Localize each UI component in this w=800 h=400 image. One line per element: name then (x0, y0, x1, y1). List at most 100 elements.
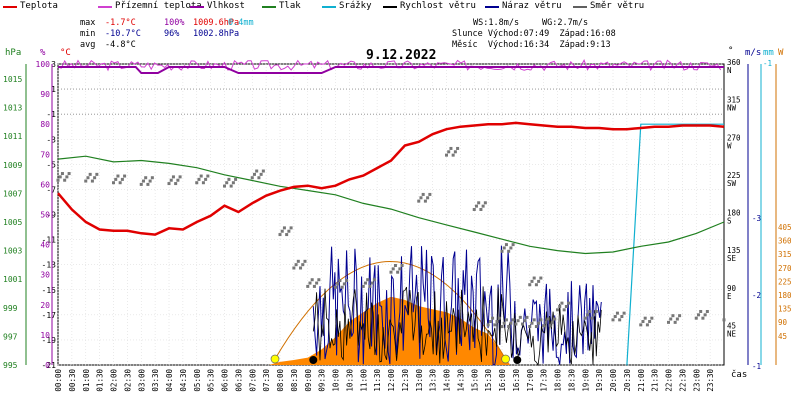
solar-area (268, 296, 511, 365)
w-tick-label: 90 (778, 318, 788, 327)
wind-dir-mark (372, 278, 376, 282)
dir-tick-name: S (727, 217, 732, 226)
wind-dir-mark (528, 283, 532, 287)
hpa-tick-label: 997 (3, 332, 18, 341)
ms-tick-label: -3 (752, 214, 761, 223)
wind-dir-mark (507, 249, 511, 253)
time-tick-label: 05:30 (207, 369, 216, 392)
time-tick-label: 18:00 (554, 369, 563, 392)
sunset-marker (501, 354, 510, 364)
wind-dir-mark (199, 174, 203, 178)
temp-tick-label: -9 (46, 211, 56, 220)
w-tick-label: 405 (778, 223, 792, 232)
wind-dir-mark (334, 285, 337, 289)
legend-label-humidity: Vlhkost (207, 1, 245, 11)
time-tick-label: 17:30 (540, 369, 549, 392)
ms-tick-label: -2 (752, 291, 761, 300)
wind-dir-mark (534, 325, 538, 329)
wind-dir-mark (255, 169, 259, 173)
time-tick-label: 21:00 (637, 369, 646, 392)
stats-avg-row: avg -4.8°C (80, 40, 136, 51)
time-tick-label: 08:30 (290, 369, 299, 392)
wind-dir-mark (299, 266, 303, 270)
wind-dir-mark (622, 311, 626, 315)
wind-dir-mark (261, 169, 265, 173)
wind-dir-mark (495, 320, 499, 324)
legend-label-ground-temp: Přízemní teplota (115, 1, 202, 11)
wind-dir-mark (285, 233, 289, 237)
wind-dir-mark (588, 309, 592, 313)
wind-dir-mark (639, 323, 643, 327)
wind-dir-mark (116, 174, 120, 178)
time-tick-label: 20:30 (623, 369, 632, 392)
wind-dir-mark (530, 321, 534, 325)
time-tick-label: 02:00 (110, 369, 119, 392)
wind-dir-mark (139, 182, 143, 186)
wind-dir-mark (511, 243, 515, 247)
dir-tick-label: 90 (727, 284, 737, 293)
wind-dir-mark (562, 308, 566, 312)
wind-dir-mark (472, 207, 476, 211)
wind-dir-mark (282, 226, 286, 230)
w-unit: W (778, 48, 784, 58)
time-tick-label: 18:30 (567, 369, 576, 392)
wind-dir-mark (539, 318, 543, 322)
wind-dir-mark (301, 263, 305, 267)
wind-dir-mark (84, 179, 88, 183)
wind-dir-mark (417, 199, 421, 203)
wind-dir-mark (551, 320, 555, 324)
time-tick-label: 15:00 (470, 369, 479, 392)
wind-dir-mark (548, 324, 552, 328)
dir-tick-name: NW (727, 104, 737, 113)
wind-dir-mark (486, 323, 490, 327)
wind-dir-mark (400, 264, 404, 268)
wind-dir-mark (65, 175, 69, 179)
time-tick-label: 12:00 (387, 369, 396, 392)
time-tick-label: 20:00 (609, 369, 618, 392)
wind-dir-mark (500, 249, 504, 253)
wind-dir-mark (511, 318, 515, 322)
wind-dir-mark (705, 309, 709, 313)
time-tick-label: 13:00 (415, 369, 424, 392)
wind-dir-mark (178, 175, 182, 179)
wind-dir-mark (528, 325, 532, 329)
wind-dir-mark (234, 177, 238, 181)
dir-tick-name: NE (727, 329, 737, 338)
dir-tick-label: 225 (727, 171, 741, 180)
time-tick-label: 23:00 (692, 369, 701, 392)
wind-dir-mark (453, 150, 457, 154)
time-tick-label: 15:30 (484, 369, 493, 392)
wind-dir-mark (63, 178, 67, 182)
stats-min-label: min (80, 29, 96, 39)
wind-dir-mark (296, 259, 300, 263)
moonset-marker (309, 356, 318, 364)
dir-tick-name: N (727, 66, 732, 75)
wind-dir-mark (227, 177, 231, 181)
time-tick-label: 23:30 (706, 369, 715, 392)
wind-dir-mark (393, 264, 397, 268)
time-tick-label: 13:30 (429, 369, 438, 392)
wind-dir-mark (675, 317, 679, 321)
hum-tick-label: 90 (40, 90, 50, 99)
wind-dir-mark (483, 201, 487, 205)
temp-tick-label: 1 (51, 85, 56, 94)
wind-dir-mark (389, 270, 393, 274)
wind-dir-mark (56, 178, 60, 182)
stats-max-temp: -1.7°C (105, 18, 136, 28)
temp-tick-label: -5 (46, 160, 56, 169)
wind-dir-mark (204, 177, 208, 181)
sun-arc (274, 261, 507, 360)
wind-dir-mark (592, 313, 596, 317)
stats-min-row: min -10.7°C 96% 1002.8hPa (80, 29, 239, 40)
wind-dir-mark (678, 314, 682, 318)
wind-dir-mark (366, 278, 370, 282)
wind-dir-mark (144, 176, 148, 180)
wind-dir-mark (615, 311, 619, 315)
wind-dir-mark (530, 279, 534, 283)
wind-dir-mark (195, 181, 199, 185)
wind-dir-mark (312, 284, 316, 288)
wind-ws: WS:1.8m/s (473, 18, 520, 28)
wind-dir-mark (456, 146, 460, 150)
dir-tick-label: 315 (727, 96, 741, 105)
wind-dir-mark (671, 314, 675, 318)
